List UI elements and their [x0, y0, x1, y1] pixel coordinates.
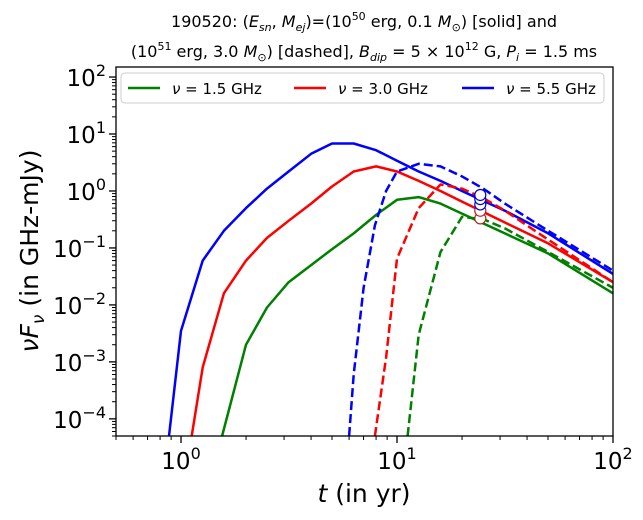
legend-label-3-0ghz: ν = 3.0 GHz — [338, 80, 428, 98]
legend-box — [120, 72, 605, 104]
title-line-2: (1051 erg, 3.0 M⊙) [dashed], Bdip = 5 × … — [131, 40, 597, 64]
y-tick-label: 101 — [67, 118, 106, 149]
x-axis-label: t (in yr) — [317, 479, 410, 508]
series-line-4 — [373, 183, 613, 436]
series-line-2 — [167, 142, 613, 436]
plot-frame — [115, 66, 614, 437]
legend: ν = 1.5 GHz ν = 3.0 GHz ν = 5.5 GHz — [120, 72, 605, 104]
series-line-5 — [347, 162, 613, 436]
y-axis-label: νFν (in GHz-mJy) — [15, 150, 49, 353]
x-tick-label: 101 — [377, 444, 416, 475]
x-tick-label: 102 — [593, 444, 632, 475]
series-line-1 — [190, 165, 613, 436]
y-tick-label: 102 — [67, 61, 106, 92]
y-tick-label: 10−2 — [53, 289, 106, 320]
x-tick-label: 100 — [161, 444, 200, 475]
y-tick-label: 10−3 — [53, 346, 106, 377]
y-tick-label: 100 — [67, 175, 106, 206]
chart-title: 190520: (Esn, Mej)=(1050 erg, 0.1 M⊙) [s… — [131, 10, 597, 64]
series-line-0 — [220, 195, 613, 436]
y-tick-label: 10−4 — [53, 403, 106, 434]
data-marker-4 — [474, 188, 487, 202]
data-markers — [474, 188, 487, 225]
legend-label-1-5ghz: ν = 1.5 GHz — [172, 80, 262, 98]
series-line-3 — [406, 215, 613, 436]
y-tick-label: 10−1 — [53, 232, 106, 263]
plot-area — [167, 142, 613, 436]
axis-ticks: 100 101 102 10−4 10−3 10−2 10−1 100 101 102 — [53, 61, 633, 475]
legend-label-5-5ghz: ν = 5.5 GHz — [506, 80, 596, 98]
title-line-1: 190520: (Esn, Mej)=(1050 erg, 0.1 M⊙) [s… — [171, 10, 557, 34]
